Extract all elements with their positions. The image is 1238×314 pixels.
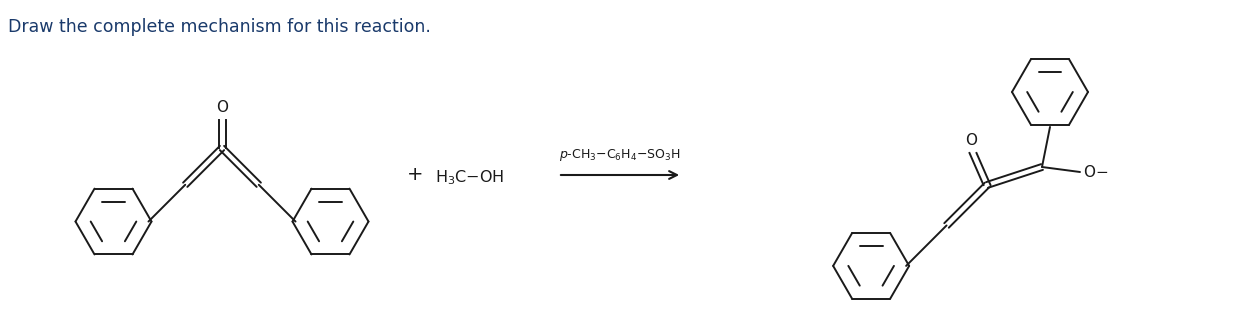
Text: O: O (964, 133, 977, 148)
Text: O: O (215, 100, 228, 115)
Text: O$-$: O$-$ (1083, 164, 1108, 180)
Text: Draw the complete mechanism for this reaction.: Draw the complete mechanism for this rea… (7, 18, 431, 36)
Text: +: + (407, 165, 423, 185)
Text: $p$-CH$_3$$-$C$_6$H$_4$$-$SO$_3$H: $p$-CH$_3$$-$C$_6$H$_4$$-$SO$_3$H (560, 147, 681, 163)
Text: H$_3$C$-$OH: H$_3$C$-$OH (435, 169, 504, 187)
